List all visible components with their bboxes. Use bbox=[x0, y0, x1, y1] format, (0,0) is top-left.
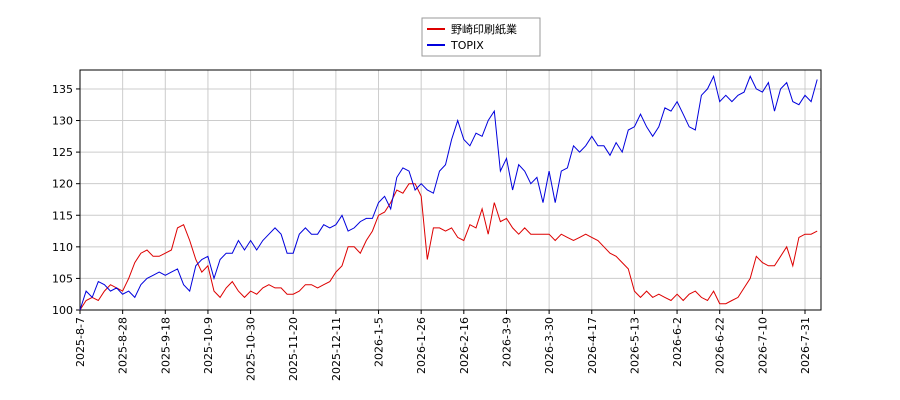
x-tick-label: 2025-9-18 bbox=[159, 317, 172, 374]
series-line bbox=[79, 183, 818, 311]
x-tick-label: 2025-8-28 bbox=[117, 317, 130, 374]
x-tick-label: 2026-3-30 bbox=[543, 317, 556, 374]
series-line bbox=[79, 74, 818, 311]
x-tick-label: 2025-10-30 bbox=[245, 317, 258, 381]
plot-frame bbox=[79, 69, 822, 311]
y-tick-label: 100 bbox=[52, 304, 73, 317]
y-tick-label: 110 bbox=[52, 241, 73, 254]
y-tick-label: 105 bbox=[52, 272, 73, 285]
y-tick-label: 125 bbox=[52, 146, 73, 159]
legend-label: 野崎印刷紙業 bbox=[451, 22, 517, 36]
x-tick-label: 2025-11-20 bbox=[287, 317, 300, 381]
legend-label: TOPIX bbox=[450, 39, 484, 52]
x-tick-label: 2026-7-31 bbox=[799, 317, 812, 374]
x-tick-label: 2026-3-9 bbox=[500, 317, 513, 367]
legend-box bbox=[421, 17, 541, 57]
x-tick-label: 2025-10-9 bbox=[202, 317, 215, 374]
x-tick-label: 2026-5-13 bbox=[628, 317, 641, 374]
y-tick-label: 115 bbox=[52, 209, 73, 222]
x-tick-label: 2026-4-17 bbox=[586, 317, 599, 374]
y-tick-label: 130 bbox=[52, 115, 73, 128]
x-tick-label: 2026-7-10 bbox=[756, 317, 769, 374]
x-tick-label: 2026-6-22 bbox=[714, 317, 727, 374]
legend: 野崎印刷紙業 TOPIX bbox=[421, 17, 541, 57]
x-tick-label: 2025-8-7 bbox=[74, 317, 87, 367]
x-tick-label: 2025-12-11 bbox=[330, 317, 343, 381]
x-tick-label: 2026-1-26 bbox=[415, 317, 428, 374]
y-tick-label: 135 bbox=[52, 83, 73, 96]
y-tick-label: 120 bbox=[52, 178, 73, 191]
x-tick-label: 2026-1-5 bbox=[373, 317, 386, 367]
x-tick-label: 2026-2-16 bbox=[458, 317, 471, 374]
x-tick-label: 2026-6-2 bbox=[671, 317, 684, 367]
